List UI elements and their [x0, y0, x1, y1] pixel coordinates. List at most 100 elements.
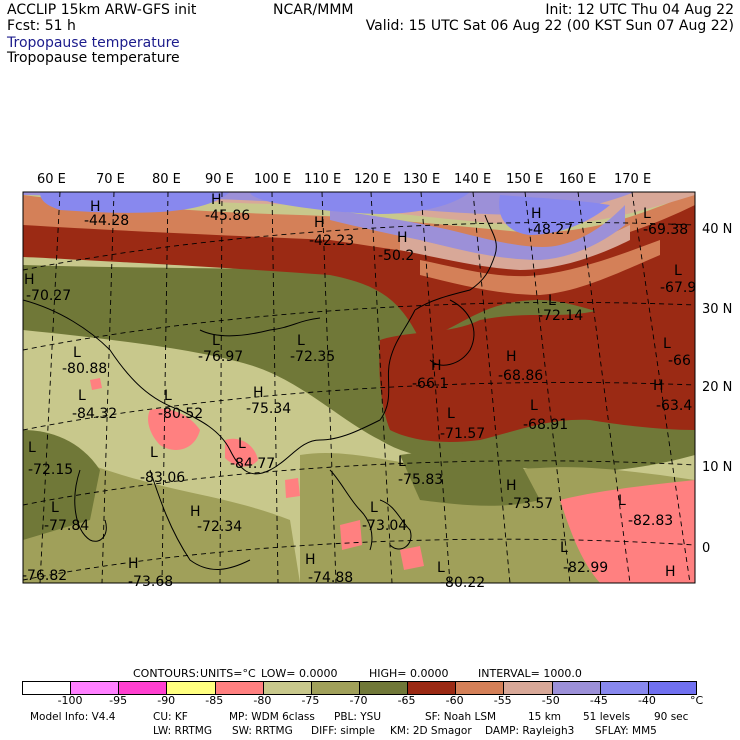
- extremum-letter: H: [128, 556, 139, 572]
- colorbar-tick-label: -45: [589, 694, 608, 707]
- extremum-value: -75.83: [398, 472, 443, 488]
- field-title-blue: Tropopause temperature: [7, 35, 180, 51]
- extremum-letter: L: [437, 560, 445, 576]
- colorbar-tick-label: -80: [253, 694, 272, 707]
- lat-label: 30 N: [702, 302, 733, 317]
- extremum-letter: H: [24, 272, 35, 288]
- extremum-value: -72.15: [28, 462, 73, 478]
- high-label: HIGH= 0.0000: [369, 667, 449, 680]
- colorbar-labels: -100 -95 -90 -85 -80 -75 -70 -65 -60 -55 -50 -45 -40: [22, 694, 695, 708]
- footer-model-info: Model Info: V4.4: [30, 711, 116, 723]
- colorbar-tick-label: -40: [637, 694, 656, 707]
- footer-levels: 51 levels: [583, 711, 631, 723]
- extremum-letter: H: [431, 358, 442, 374]
- model-title: ACCLIP 15km ARW-GFS init: [7, 2, 197, 18]
- extremum-value: -68.91: [523, 417, 568, 433]
- extremum-letter: H: [314, 215, 325, 231]
- valid-time: Valid: 15 UTC Sat 06 Aug 22 (00 KST Sun …: [365, 18, 734, 34]
- colorbar-tick-label: -95: [109, 694, 128, 707]
- lon-label: 160 E: [559, 172, 597, 187]
- footer-resolution: 15 km: [528, 711, 562, 723]
- extremum-letter: L: [51, 500, 59, 516]
- extremum-value: -45.86: [205, 208, 250, 224]
- extremum-value: -80.52: [158, 406, 203, 422]
- colorbar-swatch: [310, 682, 359, 694]
- coastlines: [23, 214, 497, 570]
- extremum-value: -66.1: [412, 376, 448, 392]
- lon-label: 130 E: [403, 172, 441, 187]
- extremum-letter: L: [28, 440, 36, 456]
- footer-diff: DIFF: simple: [311, 725, 375, 737]
- extremum-value: -42.23: [309, 233, 354, 249]
- extremum-letter: H: [90, 199, 101, 215]
- extremum-letter: L: [297, 333, 305, 349]
- footer-mp: MP: WDM 6class: [229, 711, 315, 723]
- extremum-value: -50.2: [378, 248, 414, 264]
- lat-label: 0: [702, 541, 711, 556]
- lon-label: 60 E: [37, 172, 66, 187]
- extremum-letter: L: [560, 540, 568, 556]
- footer-km: KM: 2D Smagor: [390, 725, 472, 737]
- extremum-letter: L: [398, 454, 406, 470]
- footer-sw: SW: RRTMG: [232, 725, 293, 737]
- extremum-letter: H: [253, 385, 264, 401]
- lon-label: 90 E: [205, 172, 234, 187]
- colorbar-tick-label: -70: [349, 694, 368, 707]
- lat-label: 40 N: [702, 222, 733, 237]
- lon-label: 110 E: [304, 172, 342, 187]
- tropopause-temperature-field: [23, 192, 695, 583]
- extremum-letter: L: [73, 345, 81, 361]
- extremum-value: -69.38: [643, 222, 688, 238]
- extremum-letter: L: [530, 398, 538, 414]
- graticule: [23, 192, 695, 583]
- lon-label: 170 E: [614, 172, 652, 187]
- extremum-value: -82.99: [563, 560, 608, 576]
- lon-label: 140 E: [454, 172, 492, 187]
- extremum-value: -72.35: [290, 349, 335, 365]
- extremum-value: -76.82: [22, 568, 67, 584]
- extremum-letter: L: [618, 493, 626, 509]
- colorbar-tick-label: -75: [301, 694, 320, 707]
- extremum-value: -72.14: [538, 308, 583, 324]
- extremum-letter: H: [305, 552, 316, 568]
- extremum-letter: L: [674, 263, 682, 279]
- organization: NCAR/MMM: [273, 2, 354, 18]
- colorbar-swatch: [70, 682, 119, 694]
- extremum-value: -84.32: [72, 406, 117, 422]
- extremum-letter: H: [665, 564, 676, 580]
- footer-pbl: PBL: YSU: [334, 711, 382, 723]
- colorbar-swatch: [262, 682, 311, 694]
- extremum-value: -82.83: [628, 513, 673, 529]
- extremum-value: -80.22: [440, 575, 485, 591]
- footer-cu: CU: KF: [153, 711, 188, 723]
- colorbar-swatch: [551, 682, 600, 694]
- lon-label: 80 E: [152, 172, 181, 187]
- extremum-letter: L: [643, 206, 651, 222]
- extremum-letter: L: [370, 500, 378, 516]
- extremum-letter: L: [164, 388, 172, 404]
- extremum-value: -67.9: [660, 280, 696, 296]
- extremum-value: -77.84: [44, 518, 89, 534]
- extremum-value: -76.97: [198, 349, 243, 365]
- lat-label: 10 N: [702, 460, 733, 475]
- lon-label: 150 E: [506, 172, 544, 187]
- footer-lw: LW: RRTMG: [153, 725, 212, 737]
- colorbar-tick-label: -100: [57, 694, 83, 707]
- extremum-value: -48.27: [528, 222, 573, 238]
- interval-label: INTERVAL= 1000.0: [478, 667, 582, 680]
- low-label: LOW= 0.0000: [261, 667, 338, 680]
- map-frame: [22, 191, 696, 584]
- extremum-letter: H: [211, 192, 222, 208]
- extremum-letter: L: [78, 388, 86, 404]
- extremum-value: -72.34: [197, 519, 242, 535]
- extremum-value: -73.04: [362, 518, 407, 534]
- extremum-value: -44.28: [84, 213, 129, 229]
- extrema-labels: H -44.28 H -45.86 H -42.23 H -50.2 H -48…: [22, 192, 696, 591]
- colorbar-swatch: [407, 682, 456, 694]
- field-title-black: Tropopause temperature: [7, 50, 180, 66]
- colorbar-swatch: [214, 682, 263, 694]
- colorbar-swatch: [358, 682, 408, 694]
- forecast-hour: Fcst: 51 h: [7, 18, 76, 34]
- extremum-value: -73.68: [128, 574, 173, 590]
